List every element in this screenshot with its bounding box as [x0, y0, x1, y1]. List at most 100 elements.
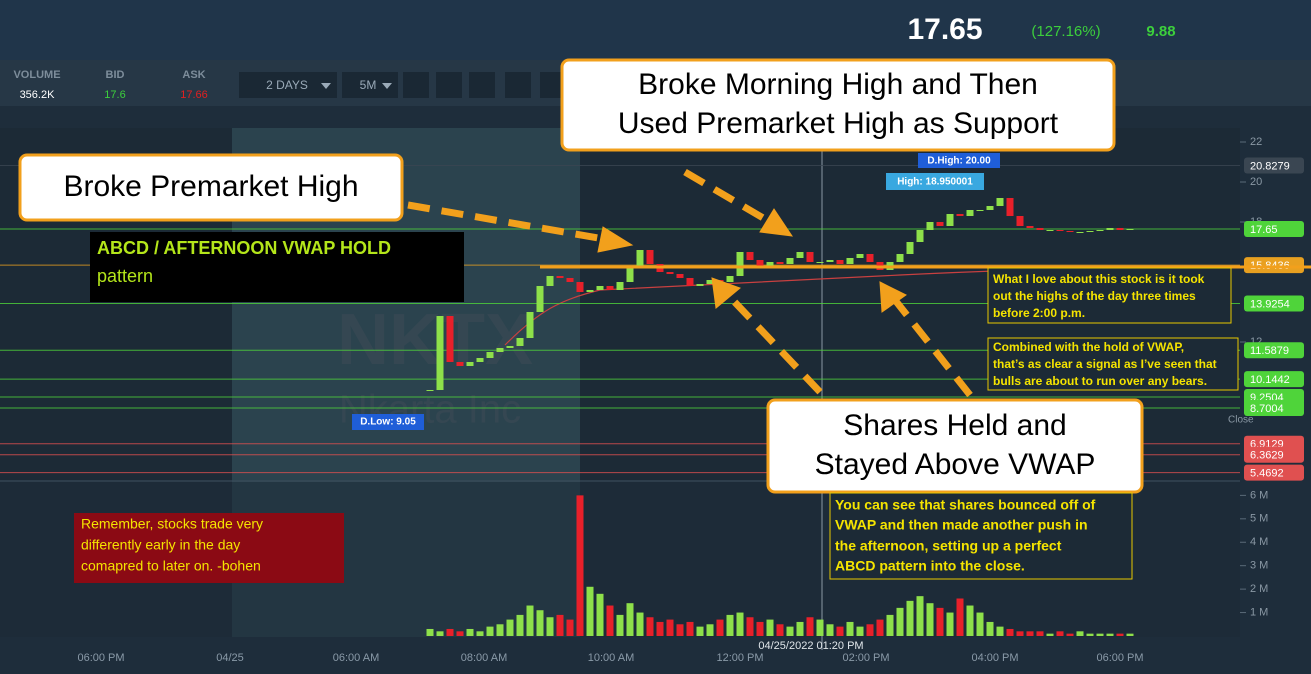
- candle: [646, 250, 654, 264]
- candle: [1016, 216, 1024, 226]
- ask-value: 17.66: [180, 89, 208, 101]
- tool-button[interactable]: [403, 72, 429, 98]
- level-tag-text: 20.8279: [1250, 160, 1290, 172]
- price-tick-label: 22: [1250, 136, 1262, 148]
- volume-bar: [466, 628, 474, 636]
- candle: [626, 266, 634, 282]
- level-tag-text: 5.4692: [1250, 468, 1284, 480]
- volume-bar: [986, 621, 994, 636]
- volume-bar: [876, 619, 884, 636]
- candle: [906, 242, 914, 254]
- volume-bar: [1056, 631, 1064, 636]
- volume-bar: [1026, 631, 1034, 636]
- time-label: 10:00 AM: [588, 652, 634, 664]
- volume-bar: [666, 619, 674, 636]
- volume-bar: [766, 619, 774, 636]
- level-tag: [1244, 342, 1304, 359]
- candle: [1096, 230, 1104, 231]
- candle: [526, 312, 534, 338]
- crosshair-time: 04/25/2022 01:20 PM: [758, 640, 863, 652]
- volume-bar: [936, 607, 944, 636]
- candle: [946, 214, 954, 226]
- volume-bar: [1106, 633, 1114, 636]
- interval-text: 5M: [360, 78, 377, 92]
- tool-button[interactable]: [469, 72, 495, 98]
- candle: [1046, 230, 1054, 231]
- candle: [786, 258, 794, 264]
- candle: [676, 274, 684, 278]
- time-label: 04:00 PM: [971, 652, 1018, 664]
- volume-bar: [806, 617, 814, 636]
- pattern-box: [90, 232, 464, 302]
- candle: [466, 362, 474, 366]
- candle: [936, 222, 944, 226]
- level-tag: [1244, 446, 1304, 463]
- note-text: before 2:00 p.m.: [993, 306, 1085, 320]
- range-text: 2 DAYS: [266, 78, 308, 92]
- d-high-tag: [918, 153, 1000, 168]
- candle: [456, 362, 464, 366]
- candle: [1026, 226, 1034, 228]
- volume-bar: [1036, 631, 1044, 636]
- bid-value: 17.6: [104, 89, 125, 101]
- volume-bar: [496, 624, 504, 636]
- range-dropdown[interactable]: [239, 72, 337, 98]
- volume-bar: [636, 612, 644, 636]
- level-tag: [1244, 464, 1304, 481]
- volume-bar: [886, 614, 894, 636]
- candle: [686, 278, 694, 286]
- tool-button[interactable]: [505, 72, 531, 98]
- volume-bar: [456, 631, 464, 636]
- candle: [436, 316, 444, 390]
- note-text: You can see that shares bounced off of: [835, 497, 1096, 513]
- candle: [1116, 228, 1124, 230]
- candle: [606, 286, 614, 290]
- volume-bar: [1046, 633, 1054, 636]
- note-text: What I love about this stock is it took: [993, 272, 1205, 286]
- volume-bar: [1016, 631, 1024, 636]
- price-tick-label: 20: [1250, 176, 1262, 188]
- tool-button[interactable]: [540, 72, 562, 98]
- volume-bar: [1076, 631, 1084, 636]
- volume-bar: [976, 612, 984, 636]
- d-high-text: D.High: 20.00: [927, 156, 991, 167]
- time-label: 12:00 PM: [716, 652, 763, 664]
- volume-bar: [546, 617, 554, 636]
- volume-tick-label: 4 M: [1250, 536, 1268, 548]
- volume-bar: [716, 619, 724, 636]
- volume-bar: [646, 617, 654, 636]
- volume-bar: [786, 626, 794, 636]
- candle: [866, 254, 874, 262]
- candle: [776, 262, 784, 264]
- level-tag: [1244, 371, 1304, 388]
- d-low-text: D.Low: 9.05: [360, 417, 416, 428]
- volume-bar: [816, 619, 824, 636]
- volume-bar: [696, 626, 704, 636]
- candle: [916, 230, 924, 242]
- remember-box: [74, 513, 344, 583]
- candle: [956, 214, 964, 216]
- candle: [986, 206, 994, 210]
- volume-bar: [826, 624, 834, 636]
- level-tag: [1244, 221, 1304, 237]
- volume-tick-label: 6 M: [1250, 489, 1268, 501]
- volume-bar: [856, 626, 864, 636]
- candle: [1066, 231, 1074, 232]
- volume-bar: [866, 624, 874, 636]
- volume-bar: [916, 596, 924, 636]
- volume-bar: [446, 628, 454, 636]
- remember-text: comapred to later on. -bohen: [81, 558, 261, 574]
- header-bar: [0, 0, 1311, 60]
- candle: [756, 260, 764, 266]
- callout: [560, 58, 1116, 152]
- watermark-symbol: NKTX: [337, 300, 533, 380]
- volume-bar: [686, 621, 694, 636]
- candle: [926, 222, 934, 230]
- high-text: High: 18.950001: [897, 177, 973, 188]
- candle: [426, 390, 434, 391]
- tool-button[interactable]: [436, 72, 462, 98]
- callout-text: Broke Premarket High: [63, 170, 358, 203]
- dropdown-arrow: [321, 83, 331, 89]
- candle: [546, 276, 554, 286]
- dropdown-arrow: [382, 83, 392, 89]
